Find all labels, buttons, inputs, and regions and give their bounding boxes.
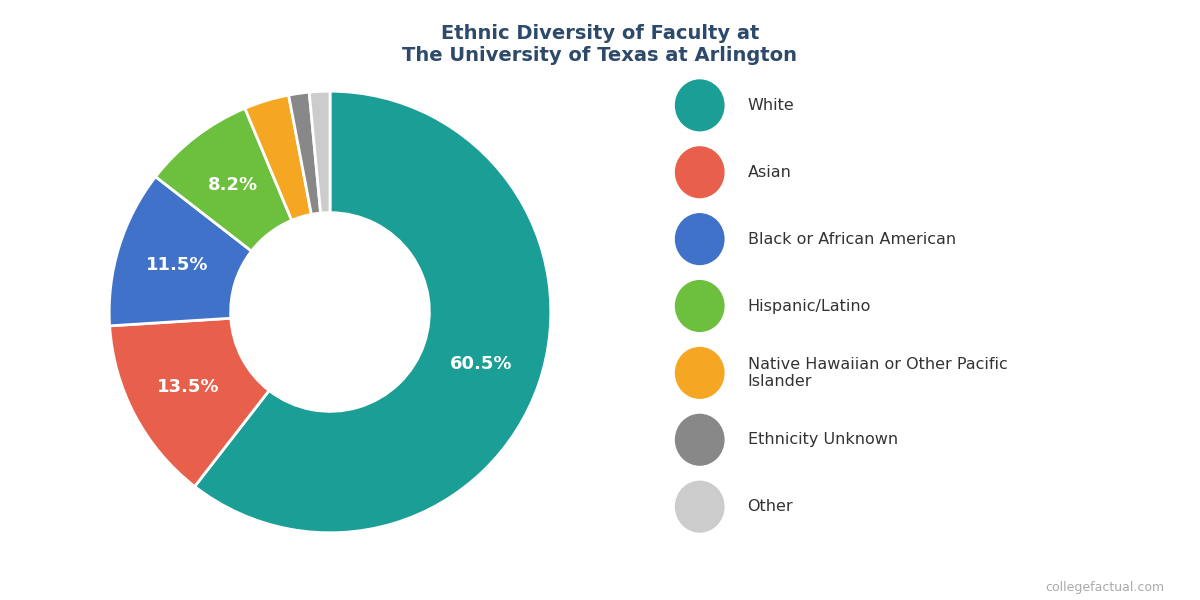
Wedge shape [289, 92, 320, 214]
Wedge shape [245, 95, 311, 220]
Text: 60.5%: 60.5% [450, 355, 512, 373]
Text: 11.5%: 11.5% [145, 256, 209, 274]
Text: Black or African American: Black or African American [748, 232, 955, 247]
Circle shape [676, 147, 724, 197]
Wedge shape [194, 91, 551, 533]
Text: 13.5%: 13.5% [157, 378, 220, 396]
Circle shape [676, 80, 724, 131]
Text: collegefactual.com: collegefactual.com [1045, 581, 1164, 594]
Circle shape [676, 214, 724, 265]
Circle shape [676, 481, 724, 532]
Text: Native Hawaiian or Other Pacific
Islander: Native Hawaiian or Other Pacific Islande… [748, 356, 1007, 389]
Text: White: White [748, 98, 794, 113]
Text: Other: Other [748, 499, 793, 514]
Text: Hispanic/Latino: Hispanic/Latino [748, 298, 871, 313]
Wedge shape [109, 318, 269, 487]
Circle shape [676, 347, 724, 398]
Text: Ethnic Diversity of Faculty at
The University of Texas at Arlington: Ethnic Diversity of Faculty at The Unive… [402, 24, 798, 65]
Text: Asian: Asian [748, 165, 792, 180]
Wedge shape [310, 91, 330, 213]
Text: 8.2%: 8.2% [208, 176, 258, 194]
Wedge shape [156, 108, 292, 251]
Text: Ethnicity Unknown: Ethnicity Unknown [748, 432, 898, 447]
Circle shape [676, 415, 724, 465]
Circle shape [676, 281, 724, 331]
Wedge shape [109, 176, 252, 326]
